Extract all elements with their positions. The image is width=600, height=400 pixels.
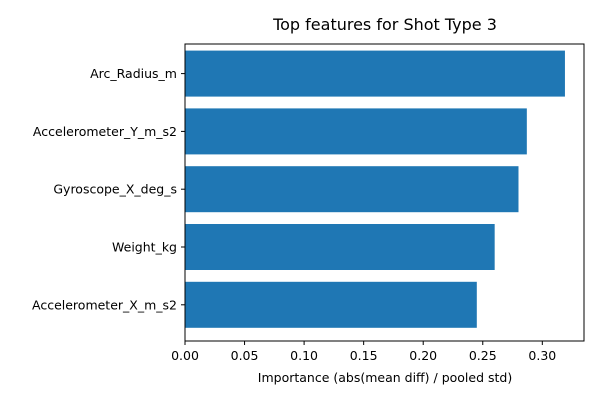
- x-tick-label: 0.25: [469, 348, 497, 363]
- bar-gyroscope-x-deg-s: [185, 166, 519, 213]
- bar-arc-radius-m: [185, 50, 565, 97]
- bars-group: [185, 50, 565, 328]
- bar-accelerometer-y-m-s2: [185, 108, 527, 155]
- x-tick-label: 0.15: [350, 348, 378, 363]
- x-tick-label: 0.30: [528, 348, 556, 363]
- chart-title: Top features for Shot Type 3: [272, 15, 497, 34]
- x-tick-label: 0.00: [171, 348, 199, 363]
- x-tick-label: 0.20: [409, 348, 437, 363]
- plot-frame: [184, 43, 585, 342]
- x-axis-label: Importance (abs(mean diff) / pooled std): [258, 370, 512, 385]
- y-tick-label: Accelerometer_Y_m_s2: [33, 124, 177, 139]
- x-axis-ticks: 0.00 0.05 0.10 0.15 0.20 0.25 0.30: [171, 341, 556, 363]
- x-tick-label: 0.05: [231, 348, 259, 363]
- bar-weight-kg: [185, 224, 495, 270]
- y-axis-ticks: Arc_Radius_m Accelerometer_Y_m_s2 Gyroscop…: [32, 66, 185, 312]
- y-tick-label: Accelerometer_X_m_s2: [32, 297, 177, 312]
- y-tick-label: Weight_kg: [112, 240, 177, 255]
- y-tick-label: Arc_Radius_m: [90, 66, 177, 81]
- bar-accelerometer-x-m-s2: [185, 281, 477, 328]
- x-tick-label: 0.10: [290, 348, 318, 363]
- y-tick-label: Gyroscope_X_deg_s: [53, 182, 177, 197]
